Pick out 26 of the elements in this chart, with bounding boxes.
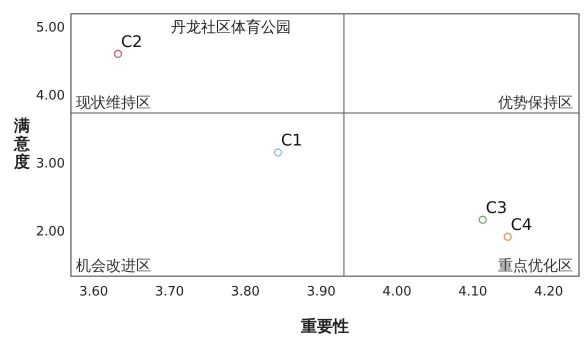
- x-tick-label: 3.80: [230, 284, 260, 300]
- y-tick-label: 2.00: [36, 224, 65, 240]
- x-axis-title: 重要性: [300, 316, 349, 336]
- x-tick-label: 3.60: [79, 284, 108, 300]
- point: [478, 216, 487, 224]
- annotation: 重点优化区: [498, 256, 573, 275]
- x-tick-label: 4.10: [458, 284, 488, 300]
- series-label: C1: [280, 130, 302, 150]
- series-label: C2: [120, 32, 142, 51]
- point: [274, 148, 282, 157]
- x-tick-label: 3.90: [306, 284, 336, 300]
- annotation: 现状维持区: [76, 93, 151, 112]
- point: [114, 50, 122, 58]
- x-tick-label: 4.20: [534, 284, 564, 300]
- series-label: C3: [486, 198, 508, 217]
- y-tick-label: 4.00: [36, 88, 65, 104]
- annotation: 机会改进区: [76, 256, 151, 275]
- chart-title: 丹龙社区体育公园: [170, 18, 291, 36]
- point: [504, 232, 512, 241]
- series-label: C4: [510, 214, 532, 234]
- annotation: 优势保持区: [498, 93, 573, 112]
- x-tick-label: 4.00: [382, 284, 412, 300]
- y-tick-label: 3.00: [36, 156, 65, 172]
- x-tick-label: 3.70: [155, 284, 184, 300]
- y-tick-label: 5.00: [36, 20, 65, 36]
- y-axis-title: 满意度: [13, 116, 31, 172]
